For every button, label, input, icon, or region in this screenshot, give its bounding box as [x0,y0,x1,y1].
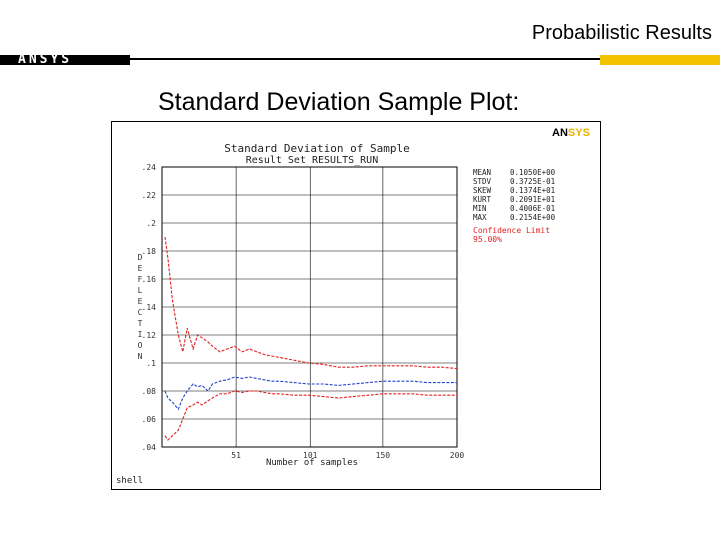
stat-value: 0.2154E+00 [510,213,556,222]
text-layer: Standard Deviation of Sample Result Set … [116,127,590,486]
stat-value: 0.2091E+01 [510,195,555,204]
y-tick-label: .18 [142,247,157,256]
stat-label: MEAN [473,168,491,177]
y-tick-label: .08 [142,387,157,396]
slide-header-title: Probabilistic Results [531,22,712,44]
x-tick-label: 101 [303,451,318,460]
y-tick-label: .2 [146,219,156,228]
y-axis-label-letter: I [138,330,143,339]
series-layer [164,236,458,441]
x-axis-label: Number of samples [266,458,358,468]
series-line-upper [164,236,458,370]
grid-layer [161,166,458,448]
stat-label: SKEW [473,186,492,195]
chart-title: Standard Deviation of Sample [224,142,409,155]
slide-subtitle: Standard Deviation Sample Plot: [158,88,520,116]
header-accent-bar [600,55,720,65]
stat-value: 0.1050E+00 [510,168,556,177]
x-tick-label: 150 [376,451,391,460]
y-axis-label-letter: C [138,308,143,317]
stat-value: 0.3725E-01 [510,177,555,186]
y-tick-label: .1 [146,359,156,368]
brand-suffix: SYS [568,127,590,139]
y-axis-label-letter: F [138,275,143,284]
y-axis-label-letter: O [138,341,143,350]
confidence-label: Confidence Limit [473,226,550,235]
header-divider-line [130,58,600,60]
stat-label: MIN [473,204,487,213]
stat-value: 0.4006E-01 [510,204,555,213]
confidence-value: 95.00% [473,235,502,244]
ansys-logo: ANSYS [18,52,73,67]
y-axis-label-letter: E [138,264,143,273]
y-tick-label: .06 [142,415,157,424]
shell-label: shell [116,476,143,486]
y-axis-label-letter: N [138,352,143,361]
y-tick-label: .14 [142,303,157,312]
series-line-mean [164,376,457,411]
y-tick-label: .16 [142,275,157,284]
stat-label: STDV [473,177,492,186]
y-axis-label-letter: E [138,297,143,306]
y-tick-label: .12 [142,331,157,340]
y-axis-label-letter: L [138,286,143,295]
brand-prefix: AN [552,127,568,139]
series-line-lower [164,390,457,441]
y-tick-label: .22 [142,191,157,200]
deviation-chart: Standard Deviation of Sample Result Set … [116,127,590,486]
stat-value: 0.1374E+01 [510,186,555,195]
y-axis-label-letter: T [138,319,143,328]
y-tick-label: .04 [142,443,157,452]
y-axis-label-letter: D [138,253,143,262]
header-brand-bar [0,55,130,65]
stat-label: MAX [473,213,487,222]
y-tick-label: .24 [142,163,157,172]
chart-subtitle: Result Set RESULTS_RUN [246,155,378,166]
x-tick-label: 51 [231,451,241,460]
plot-frame: Standard Deviation of Sample Result Set … [111,121,601,490]
x-tick-label: 200 [450,451,465,460]
brand-mark: ANSYS [552,127,590,139]
stat-label: KURT [473,195,492,204]
